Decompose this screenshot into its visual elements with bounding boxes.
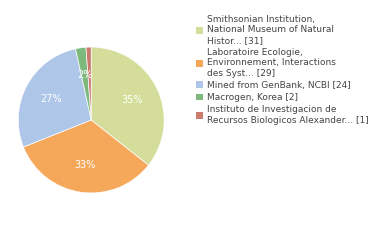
Text: 33%: 33% (74, 160, 95, 170)
Legend: Smithsonian Institution,
National Museum of Natural
Histor... [31], Laboratoire : Smithsonian Institution, National Museum… (196, 15, 369, 125)
Wedge shape (91, 47, 164, 165)
Wedge shape (18, 49, 91, 147)
Wedge shape (24, 120, 149, 193)
Text: 35%: 35% (121, 95, 142, 105)
Text: 2%: 2% (77, 70, 92, 80)
Text: 27%: 27% (40, 94, 62, 104)
Wedge shape (76, 47, 91, 120)
Wedge shape (86, 47, 91, 120)
